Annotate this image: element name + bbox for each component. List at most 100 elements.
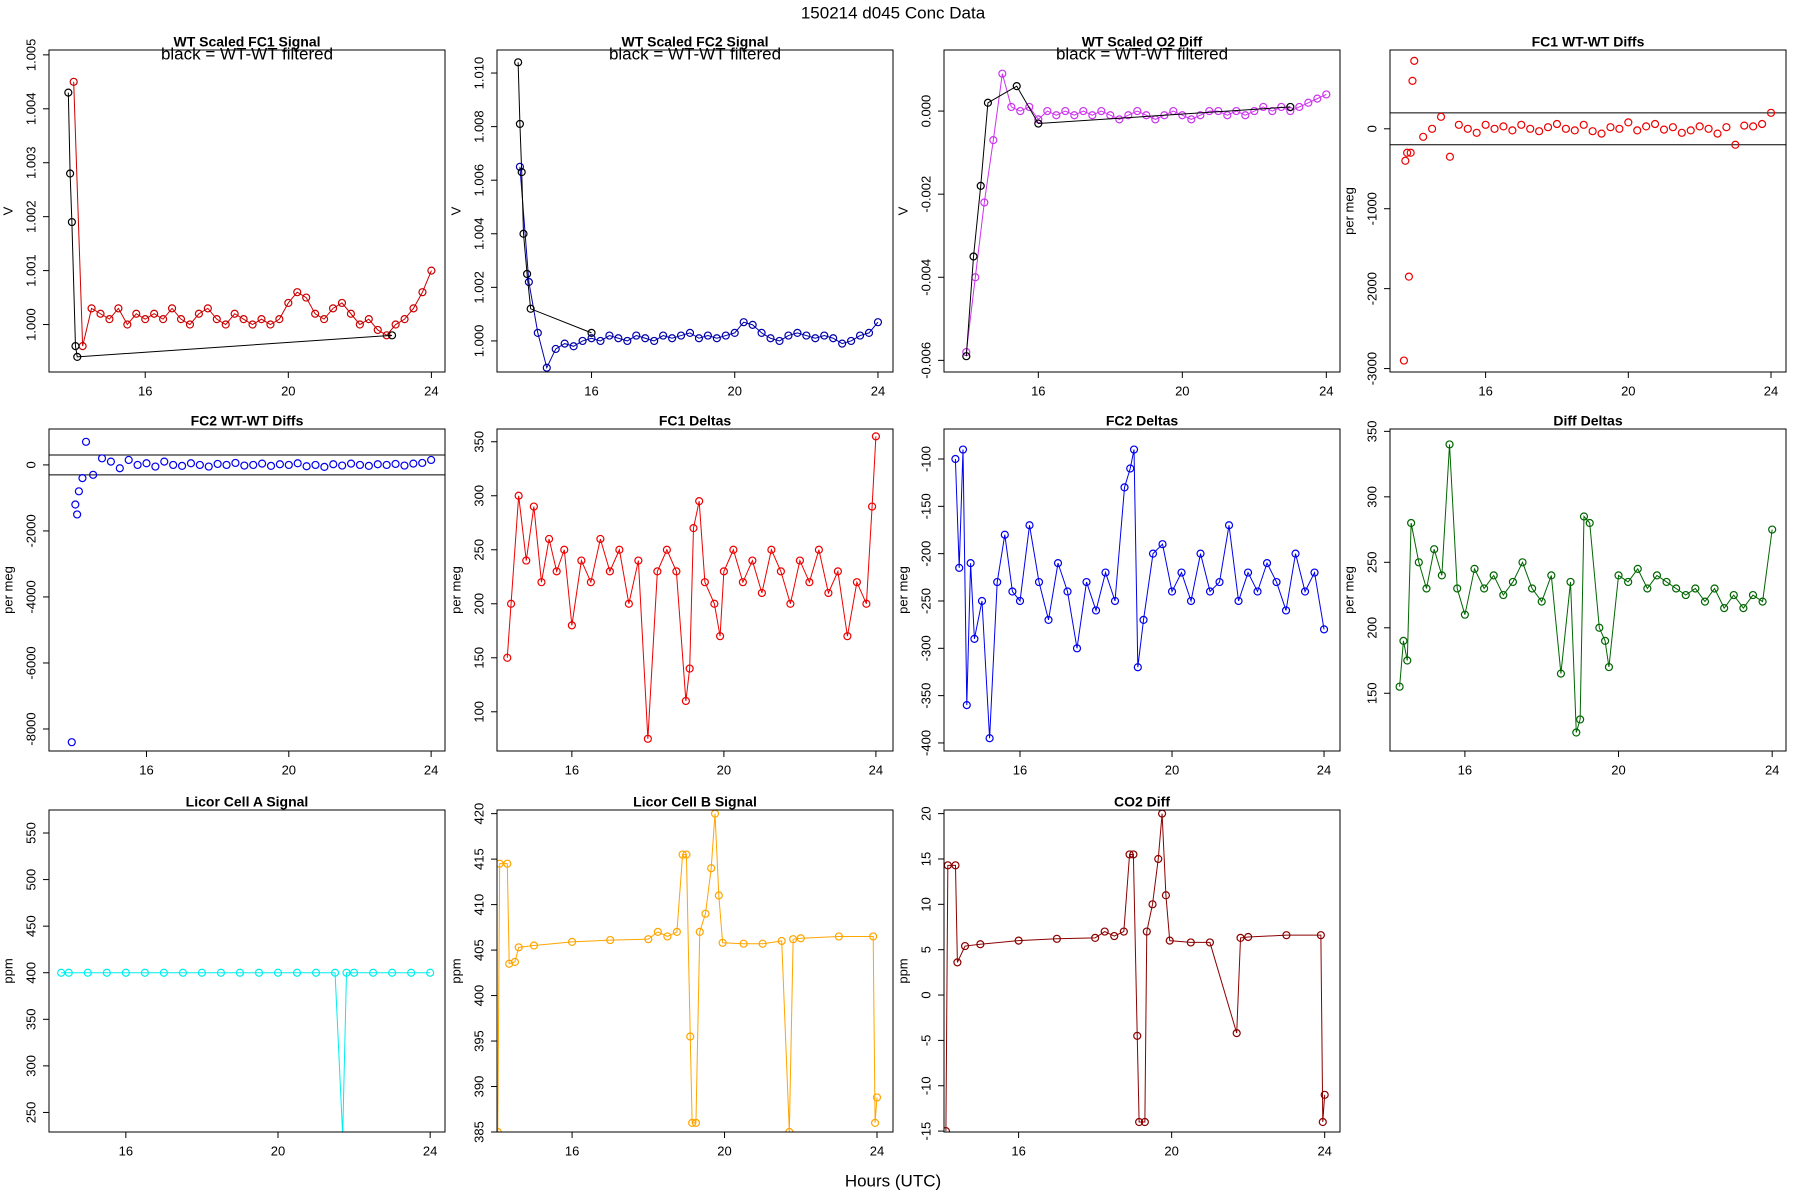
- data-point: [292, 968, 302, 977]
- data-point: [1061, 106, 1070, 116]
- data-point: [355, 460, 365, 470]
- data-point: [1399, 356, 1409, 365]
- data-point: [551, 344, 560, 354]
- data-point: [1445, 152, 1455, 161]
- data-point: [302, 462, 311, 471]
- data-point: [1508, 126, 1517, 135]
- data-point: [537, 578, 546, 587]
- data-point: [560, 545, 569, 554]
- data-point: [1300, 587, 1310, 596]
- data-point: [795, 556, 804, 565]
- data-point: [542, 363, 551, 372]
- data-point: [872, 1093, 882, 1102]
- y-tick-label: 20: [918, 806, 933, 820]
- data-point: [1624, 118, 1633, 127]
- series-line: [497, 813, 878, 1132]
- panel: Diff Deltas per meg 150 200 250 300 350 16 20 24: [1341, 413, 1787, 777]
- data-point: [1713, 129, 1722, 138]
- data-point: [577, 556, 586, 565]
- data-point: [1223, 111, 1232, 120]
- data-point: [1318, 1117, 1327, 1127]
- x-tick-label: 16: [565, 1143, 579, 1158]
- data-point: [71, 342, 80, 351]
- panel-title: WT Scaled FC2 Signal: [621, 34, 768, 50]
- x-tick-label: 24: [1317, 762, 1331, 777]
- x-tick-label: 16: [1011, 1143, 1025, 1158]
- data-point: [1025, 521, 1034, 530]
- data-point: [1430, 545, 1439, 554]
- data-point: [560, 339, 569, 348]
- data-point: [958, 445, 968, 454]
- data-point: [624, 599, 633, 608]
- y-tick-label: 1.002: [23, 200, 38, 233]
- data-point: [757, 328, 766, 337]
- y-tick-label: 420: [471, 803, 486, 825]
- data-point: [81, 437, 91, 446]
- data-point: [873, 318, 883, 327]
- data-point: [701, 909, 710, 918]
- x-tick-label: 20: [282, 762, 296, 777]
- data-point: [1579, 512, 1589, 521]
- data-point: [685, 664, 694, 673]
- x-tick-label: 24: [423, 1143, 437, 1158]
- data-point: [1662, 577, 1671, 587]
- data-point: [338, 461, 347, 470]
- data-point: [962, 700, 971, 710]
- data-point: [1234, 596, 1243, 606]
- data-point: [510, 957, 520, 967]
- data-point: [67, 217, 76, 227]
- data-point: [159, 315, 168, 324]
- y-axis-label: per meg: [1341, 566, 1356, 614]
- y-tick-label: -6000: [23, 646, 38, 679]
- data-point: [524, 277, 533, 287]
- data-point: [993, 577, 1002, 587]
- data-point: [1659, 125, 1669, 134]
- data-point: [1120, 483, 1129, 492]
- data-point: [715, 632, 725, 641]
- data-point: [695, 927, 704, 936]
- data-point: [124, 455, 133, 465]
- x-tick-label: 20: [1611, 762, 1625, 777]
- data-point: [989, 136, 998, 145]
- data-point: [106, 457, 116, 466]
- data-point: [567, 937, 577, 946]
- data-point: [97, 454, 107, 463]
- data-point: [1595, 623, 1604, 632]
- data-point: [1570, 126, 1579, 135]
- y-tick-label: 400: [471, 985, 486, 1007]
- data-point: [1437, 571, 1446, 580]
- data-point: [1419, 132, 1428, 141]
- plot-area: [503, 432, 880, 743]
- data-point: [254, 968, 264, 977]
- data-point: [346, 459, 356, 468]
- data-point: [1110, 596, 1120, 606]
- data-point: [1072, 644, 1082, 653]
- data-point: [515, 119, 525, 129]
- data-point: [387, 331, 397, 340]
- panel-title: CO2 Diff: [1114, 794, 1170, 810]
- data-point: [522, 269, 532, 279]
- data-point: [820, 331, 829, 340]
- x-tick-label: 20: [281, 383, 295, 398]
- y-tick-label: 410: [471, 894, 486, 916]
- panel: FC2 WT-WT Diffs per meg -8000 -6000 -4000 -20…: [0, 413, 446, 777]
- data-point: [503, 859, 512, 868]
- x-tick-label: 20: [1165, 762, 1179, 777]
- data-point: [757, 588, 766, 598]
- data-point: [1633, 564, 1642, 573]
- x-tick-label: 16: [1458, 762, 1472, 777]
- data-point: [369, 968, 378, 977]
- panel-title: FC1 WT-WT Diffs: [1532, 34, 1645, 50]
- data-point: [1404, 272, 1414, 281]
- data-point: [1291, 549, 1300, 558]
- plot-frame: [496, 428, 894, 752]
- data-point: [1722, 123, 1731, 132]
- data-point: [213, 459, 222, 469]
- data-point: [678, 850, 687, 859]
- data-point: [1187, 115, 1196, 124]
- data-point: [605, 567, 614, 576]
- y-tick-label: 390: [471, 1076, 486, 1098]
- x-tick-label: 24: [424, 383, 438, 398]
- y-tick-label: -3000: [1364, 352, 1379, 385]
- data-point: [1408, 76, 1417, 85]
